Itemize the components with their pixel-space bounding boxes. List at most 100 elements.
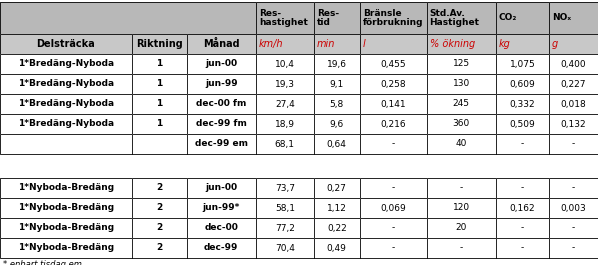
Text: -: - — [521, 223, 524, 232]
Bar — [496, 178, 549, 198]
Text: 2: 2 — [156, 183, 162, 192]
Bar — [256, 74, 314, 94]
Text: kg: kg — [499, 39, 511, 49]
Bar — [132, 114, 187, 134]
Bar — [360, 94, 426, 114]
Text: -: - — [392, 223, 395, 232]
Text: 0,162: 0,162 — [509, 204, 535, 213]
Bar — [256, 34, 314, 54]
Bar — [187, 94, 256, 114]
Text: Res-
hastighet: Res- hastighet — [259, 9, 308, 27]
Text: dec-00 fm: dec-00 fm — [196, 99, 246, 108]
Bar — [426, 2, 496, 34]
Bar — [0, 198, 132, 218]
Bar — [360, 2, 426, 34]
Text: 19,3: 19,3 — [275, 80, 295, 89]
Bar — [360, 54, 426, 74]
Bar — [256, 114, 314, 134]
Bar — [256, 134, 314, 154]
Text: 10,4: 10,4 — [275, 60, 295, 68]
Bar — [426, 134, 496, 154]
Bar — [496, 74, 549, 94]
Bar — [360, 218, 426, 238]
Bar — [496, 218, 549, 238]
Text: 1*Bredäng-Nyboda: 1*Bredäng-Nyboda — [18, 80, 114, 89]
Text: 0,400: 0,400 — [561, 60, 587, 68]
Text: dec-99 em: dec-99 em — [195, 139, 248, 148]
Bar — [0, 198, 132, 218]
Bar — [314, 54, 360, 74]
Bar — [496, 238, 549, 258]
Text: 5,8: 5,8 — [329, 99, 344, 108]
Bar — [187, 34, 256, 54]
Text: 9,6: 9,6 — [329, 120, 344, 129]
Bar — [549, 178, 598, 198]
Bar — [256, 218, 314, 238]
Bar — [496, 54, 549, 74]
Bar — [549, 134, 598, 154]
Bar — [314, 134, 360, 154]
Bar — [426, 94, 496, 114]
Bar — [549, 114, 598, 134]
Text: 40: 40 — [456, 139, 467, 148]
Bar — [314, 178, 360, 198]
Bar — [549, 2, 598, 34]
Bar — [132, 134, 187, 154]
Bar — [187, 218, 256, 238]
Text: 19,6: 19,6 — [327, 60, 347, 68]
Bar — [256, 198, 314, 218]
Text: -: - — [392, 139, 395, 148]
Bar — [132, 198, 187, 218]
Bar — [187, 178, 256, 198]
Bar — [426, 198, 496, 218]
Text: -: - — [572, 223, 575, 232]
Bar — [314, 2, 360, 34]
Text: -: - — [521, 139, 524, 148]
Bar — [426, 114, 496, 134]
Bar — [426, 94, 496, 114]
Text: 0,018: 0,018 — [561, 99, 587, 108]
Bar — [360, 114, 426, 134]
Bar — [426, 198, 496, 218]
Text: -: - — [459, 244, 463, 253]
Bar — [314, 198, 360, 218]
Text: 20: 20 — [456, 223, 467, 232]
Bar — [256, 198, 314, 218]
Bar — [132, 114, 187, 134]
Bar — [426, 238, 496, 258]
Text: 120: 120 — [453, 204, 469, 213]
Bar — [0, 74, 132, 94]
Text: 0,227: 0,227 — [561, 80, 586, 89]
Bar — [132, 54, 187, 74]
Bar — [0, 178, 132, 198]
Text: jun-99: jun-99 — [205, 80, 237, 89]
Bar — [496, 2, 549, 34]
Bar — [256, 218, 314, 238]
Bar — [426, 218, 496, 238]
Bar — [360, 74, 426, 94]
Bar — [314, 134, 360, 154]
Bar — [187, 198, 256, 218]
Text: 1*Bredäng-Nyboda: 1*Bredäng-Nyboda — [18, 120, 114, 129]
Text: 0,258: 0,258 — [380, 80, 406, 89]
Bar — [0, 54, 132, 74]
Bar — [549, 2, 598, 34]
Bar — [549, 178, 598, 198]
Text: 1,075: 1,075 — [509, 60, 535, 68]
Bar — [426, 2, 496, 34]
Bar — [256, 238, 314, 258]
Text: 1,12: 1,12 — [327, 204, 347, 213]
Bar — [496, 218, 549, 238]
Bar — [360, 34, 426, 54]
Bar — [360, 238, 426, 258]
Bar — [549, 54, 598, 74]
Bar — [360, 134, 426, 154]
Text: 0,216: 0,216 — [380, 120, 406, 129]
Text: 245: 245 — [453, 99, 469, 108]
Bar — [256, 134, 314, 154]
Text: 1*Nyboda-Bredäng: 1*Nyboda-Bredäng — [18, 244, 114, 253]
Text: 1*Nyboda-Bredäng: 1*Nyboda-Bredäng — [18, 223, 114, 232]
Text: 1*Bredäng-Nyboda: 1*Bredäng-Nyboda — [18, 60, 114, 68]
Text: Std.Av.
Hastighet: Std.Av. Hastighet — [429, 9, 480, 27]
Bar — [360, 178, 426, 198]
